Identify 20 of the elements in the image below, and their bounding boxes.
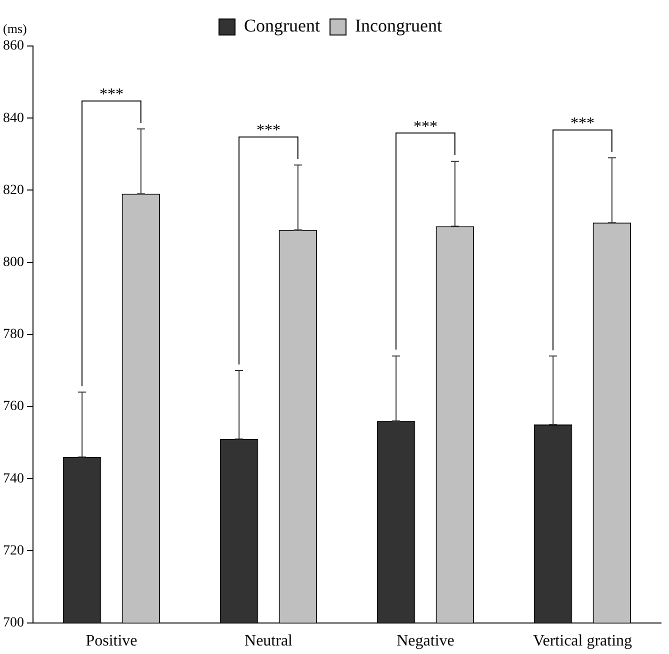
annotation: *** [414, 118, 438, 136]
y-tick-label: 780 [3, 327, 24, 342]
annotation: *** [256, 122, 280, 140]
y-tick-label: 840 [3, 110, 24, 126]
x-tick-label: Positive [86, 632, 138, 650]
y-tick-label: 720 [3, 543, 24, 558]
y-axis-title: (ms) [3, 20, 27, 36]
y-tick-label: 700 [3, 615, 24, 630]
y-tick-label: 760 [3, 399, 24, 414]
y-tick-label: 860 [3, 38, 24, 54]
annotation: *** [100, 86, 124, 104]
annotation: *** [570, 114, 594, 132]
x-tick-label: Vertical grating [532, 632, 632, 650]
legend-label: Incongruent [355, 16, 442, 36]
x-tick-label: Neutral [244, 632, 294, 650]
legend-label: Congruent [244, 16, 320, 36]
y-tick-label: 800 [3, 254, 24, 270]
y-tick-label: 820 [3, 182, 24, 198]
x-tick-label: Negative [396, 632, 454, 650]
y-tick-label: 740 [3, 471, 24, 486]
